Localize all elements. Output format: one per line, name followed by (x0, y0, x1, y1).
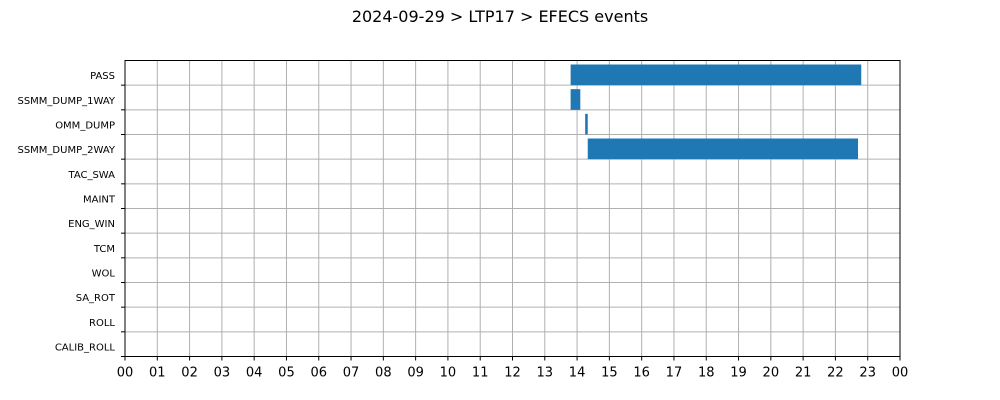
y-tick-label: WOL (92, 269, 116, 280)
x-tick-label: 00 (117, 366, 134, 381)
x-tick-label: 05 (278, 366, 295, 381)
bar-layer (570, 64, 862, 160)
event-bar (570, 89, 581, 110)
x-tick-label: 00 (892, 366, 909, 381)
y-tick-label: PASS (90, 71, 115, 82)
x-tick-label: 04 (246, 366, 263, 381)
x-axis: 00 01 02 03 04 05 06 07 08 09 10 11 12 13 14 15 16 17 18 19… (117, 356, 909, 381)
x-tick-label: 07 (343, 366, 360, 381)
y-tick-label: SSMM_DUMP_2WAY (17, 145, 115, 156)
x-tick-label: 21 (795, 366, 812, 381)
grid-layer (124, 60, 901, 357)
x-tick-label: 12 (504, 366, 521, 381)
y-axis: PASS SSMM_DUMP_1WAY OMM_DUMP SSMM_DUMP_2WAY… (17, 71, 125, 357)
x-tick-label: 16 (633, 366, 650, 381)
y-tick-label: ENG_WIN (68, 219, 115, 230)
x-tick-label: 09 (407, 366, 424, 381)
x-tick-label: 15 (601, 366, 618, 381)
x-tick-label: 10 (440, 366, 457, 381)
x-tick-label: 19 (730, 366, 747, 381)
x-tick-label: 22 (827, 366, 844, 381)
x-tick-label: 01 (149, 366, 166, 381)
x-tick-label: 13 (537, 366, 554, 381)
y-tick-label: TCM (93, 244, 115, 255)
x-tick-label: 03 (214, 366, 231, 381)
x-tick-label: 08 (375, 366, 392, 381)
y-tick-label: MAINT (83, 195, 116, 206)
event-bar (570, 64, 862, 86)
x-tick-label: 17 (666, 366, 683, 381)
chart-title: 2024-09-29 > LTP17 > EFECS events (352, 7, 648, 26)
x-tick-label: 06 (310, 366, 327, 381)
y-tick-label: SA_ROT (76, 293, 116, 304)
y-tick-label: CALIB_ROLL (55, 343, 116, 354)
y-tick-label: SSMM_DUMP_1WAY (17, 96, 115, 107)
y-tick-label: OMM_DUMP (55, 121, 115, 132)
x-tick-label: 14 (569, 366, 586, 381)
y-tick-label: TAC_SWA (67, 170, 115, 181)
x-tick-label: 23 (859, 366, 876, 381)
y-tick-label: ROLL (89, 318, 115, 329)
x-tick-label: 18 (698, 366, 715, 381)
x-tick-label: 02 (181, 366, 198, 381)
event-bar (585, 113, 588, 135)
event-bar (587, 138, 859, 160)
x-tick-label: 20 (763, 366, 780, 381)
x-tick-label: 11 (472, 366, 489, 381)
